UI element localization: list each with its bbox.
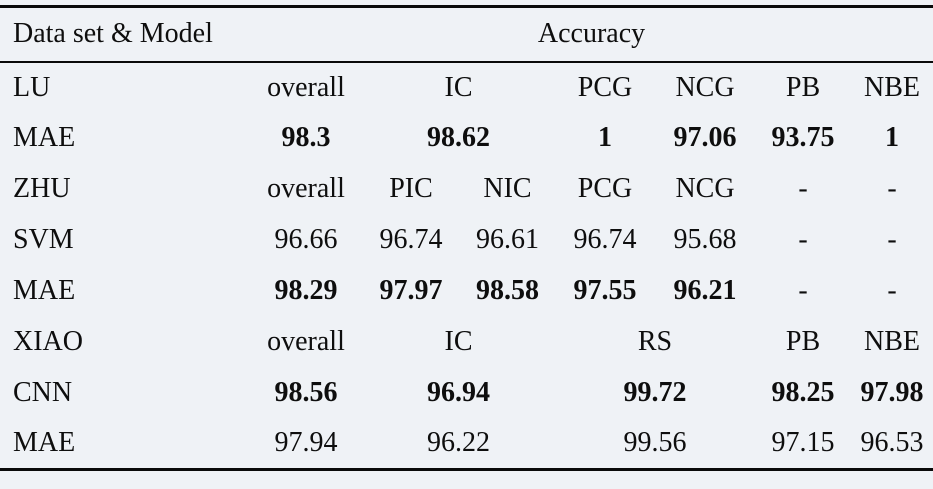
row-label: ZHU (13, 173, 71, 204)
table-cell: 95.68 (673, 224, 737, 255)
table-cell: overall (267, 326, 345, 357)
table-cell: - (887, 173, 897, 204)
xiao-metrics-header-row: XIAO overall IC RS PB NBE (0, 317, 933, 368)
table-cell: PCG (577, 173, 633, 204)
table-cell: 99.72 (623, 377, 687, 408)
table-cell: 97.97 (379, 275, 443, 306)
xiao-cnn-row: CNN 98.56 96.94 99.72 98.25 97.98 (0, 368, 933, 419)
table-cell: 97.55 (573, 275, 637, 306)
table-cell: NIC (483, 173, 532, 204)
table-cell: - (798, 173, 808, 204)
table-cell: 98.56 (274, 377, 338, 408)
row-label: MAE (13, 427, 76, 459)
table-cell: 96.53 (860, 427, 924, 459)
table-cell: RS (637, 326, 673, 357)
table-cell: 97.06 (673, 122, 737, 153)
table-cell: 1 (598, 122, 612, 153)
zhu-svm-row: SVM 96.66 96.74 96.61 96.74 95.68 - - (0, 215, 933, 266)
table-cell: 96.21 (673, 275, 737, 306)
table-cell: 93.75 (771, 122, 835, 153)
table-cell: 98.25 (771, 377, 835, 408)
table-cell: 98.58 (476, 275, 539, 306)
table-cell: 97.98 (860, 377, 924, 408)
zhu-metrics-header-row: ZHU overall PIC NIC PCG NCG - - (0, 164, 933, 215)
table-cell: 96.74 (379, 224, 443, 255)
lu-metrics-header-row: LU overall IC PCG NCG PB NBE (0, 62, 933, 113)
row-label: XIAO (13, 326, 83, 357)
table-cell: IC (444, 71, 473, 103)
row-label: SVM (13, 224, 74, 255)
table-cell: PB (785, 71, 821, 103)
table-header-row: Data set & Model Accuracy (0, 7, 933, 62)
table-cell: 97.15 (771, 427, 835, 459)
lu-mae-row: MAE 98.3 98.62 1 97.06 93.75 1 (0, 113, 933, 164)
row-label: MAE (13, 275, 76, 306)
table-cell: - (887, 224, 897, 255)
table-cell: overall (267, 71, 345, 103)
table-cell: 96.66 (274, 224, 338, 255)
zhu-mae-row: MAE 98.29 97.97 98.58 97.55 96.21 - - (0, 266, 933, 317)
accuracy-results-table: Data set & Model Accuracy LU overall IC PCG… (0, 5, 933, 471)
table-cell: 98.29 (274, 275, 338, 306)
table-cell: overall (267, 173, 345, 204)
table-cell: 96.94 (427, 377, 490, 408)
table-cell: PB (785, 326, 821, 357)
table-cell: IC (444, 326, 473, 357)
header-dataset-model: Data set & Model (13, 18, 213, 50)
table-cell: NBE (864, 326, 921, 357)
xiao-mae-row: MAE 97.94 96.22 99.56 97.15 96.53 (0, 419, 933, 470)
table-cell: NCG (675, 71, 735, 103)
table-cell: NBE (864, 71, 921, 103)
table-cell: 96.61 (476, 224, 539, 255)
table-cell: NCG (675, 173, 735, 204)
table-cell: 1 (885, 122, 900, 153)
table-cell: - (798, 275, 808, 306)
header-accuracy: Accuracy (537, 18, 646, 50)
table-cell: 98.3 (281, 122, 331, 153)
row-label: CNN (13, 377, 73, 408)
row-label: LU (13, 71, 51, 103)
table-cell: 96.74 (573, 224, 637, 255)
table-cell: 96.22 (427, 427, 490, 459)
table-cell: - (798, 224, 808, 255)
table-cell: PCG (577, 71, 633, 103)
row-label: MAE (13, 122, 76, 153)
table-cell: PIC (389, 173, 433, 204)
table-cell: 99.56 (623, 427, 687, 459)
table-cell: 98.62 (427, 122, 490, 153)
table-cell: 97.94 (274, 427, 338, 459)
table-cell: - (887, 275, 897, 306)
